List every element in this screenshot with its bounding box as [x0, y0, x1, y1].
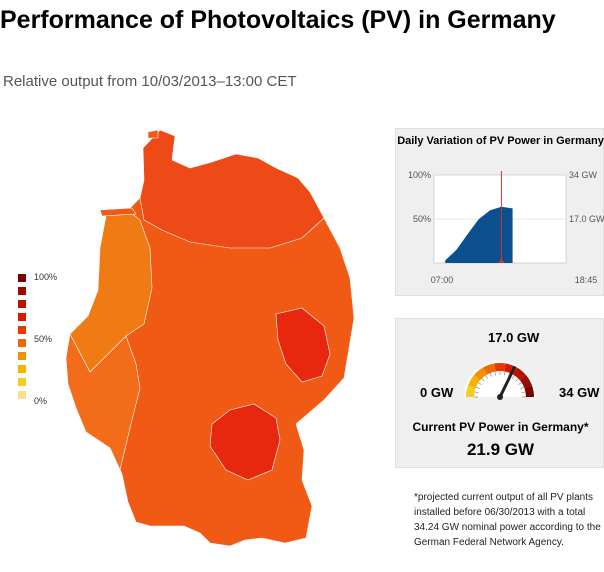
gauge-arc-segment [468, 375, 481, 389]
y-right-tick-label: 17.0 GW [569, 214, 604, 224]
gauge-tick [489, 372, 492, 377]
gauge-needle-hub [497, 394, 503, 400]
legend-label-max: 100% [34, 272, 58, 282]
y-left-tick-label: 50% [413, 214, 431, 224]
legend-swatch [18, 378, 26, 386]
legend-swatch [18, 391, 26, 399]
x-tick-label: 07:00 [431, 275, 454, 285]
legend-label-mid: 50% [34, 334, 53, 344]
y-left-tick-label: 100% [408, 170, 431, 180]
footnote: *projected current output of all PV plan… [414, 492, 601, 548]
page-subtitle: Relative output from 10/03/2013–13:00 CE… [3, 73, 297, 90]
map-region-southwest [65, 333, 141, 475]
gauge-arc-segment [512, 367, 527, 381]
current-power-label: Current PV Power in Germany* [412, 420, 589, 434]
x-tick-label: 18:45 [575, 275, 598, 285]
daily-variation-title: Daily Variation of PV Power in Germany [397, 135, 604, 147]
map-coast-island [147, 129, 159, 139]
current-power-value: 21.9 GW [466, 440, 535, 459]
legend: 100% 50% 0% [14, 272, 74, 412]
gauge-tick [520, 386, 525, 389]
map-region-saxony [275, 307, 331, 383]
map-coast-island [99, 207, 137, 217]
legend-label-min: 0% [34, 396, 48, 406]
germany-map [65, 129, 355, 547]
gauge-arc-segment [524, 385, 535, 398]
gauge-tick [515, 378, 519, 382]
gauge-needle [498, 365, 517, 398]
gauge-tick [518, 382, 522, 386]
gauge-tick [475, 386, 480, 389]
gauge-arc-segment [519, 375, 532, 389]
legend-swatch [18, 287, 26, 295]
daily-variation-panel: Daily Variation of PV Power in Germany 1… [395, 128, 604, 296]
gauge-tick [511, 375, 515, 379]
gauge-tick [481, 378, 485, 382]
gauge-tick [485, 375, 489, 379]
gauge-tick [478, 382, 482, 386]
legend-swatch [18, 274, 26, 282]
gauge-arc-segment [473, 367, 488, 381]
chart-area-series [445, 206, 513, 263]
page-title: Performance of Photovoltaics (PV) in Ger… [0, 6, 556, 34]
power-gauge [464, 361, 536, 400]
legend-swatch [18, 313, 26, 321]
map-region-bavaria [209, 403, 281, 481]
gauge-mid-label: 17.0 GW [488, 330, 540, 345]
y-right-tick-label: 34 GW [569, 170, 598, 180]
legend-swatch [18, 339, 26, 347]
gauge-arc-segment [504, 363, 517, 375]
daily-variation-chart: 100% 50% 34 GW 17.0 GW 07:00 18:45 [408, 170, 604, 285]
gauge-tick [494, 371, 497, 376]
legend-swatch [18, 300, 26, 308]
gauge-tick [503, 371, 506, 376]
current-time-arrow [498, 258, 505, 263]
gauge-tick [521, 391, 526, 394]
legend-swatch [18, 352, 26, 360]
gauge-max-label: 34 GW [559, 385, 600, 400]
current-power-panel: 17.0 GW 0 GW 34 GW Current PV Power in G… [395, 318, 604, 468]
legend-swatch [18, 365, 26, 373]
gauge-arc-segment [483, 363, 496, 375]
legend-swatch [18, 326, 26, 334]
gauge-tick [474, 391, 479, 394]
gauge-min-label: 0 GW [420, 385, 454, 400]
gauge-arc-segment [465, 385, 476, 398]
map-region-north [139, 129, 325, 249]
